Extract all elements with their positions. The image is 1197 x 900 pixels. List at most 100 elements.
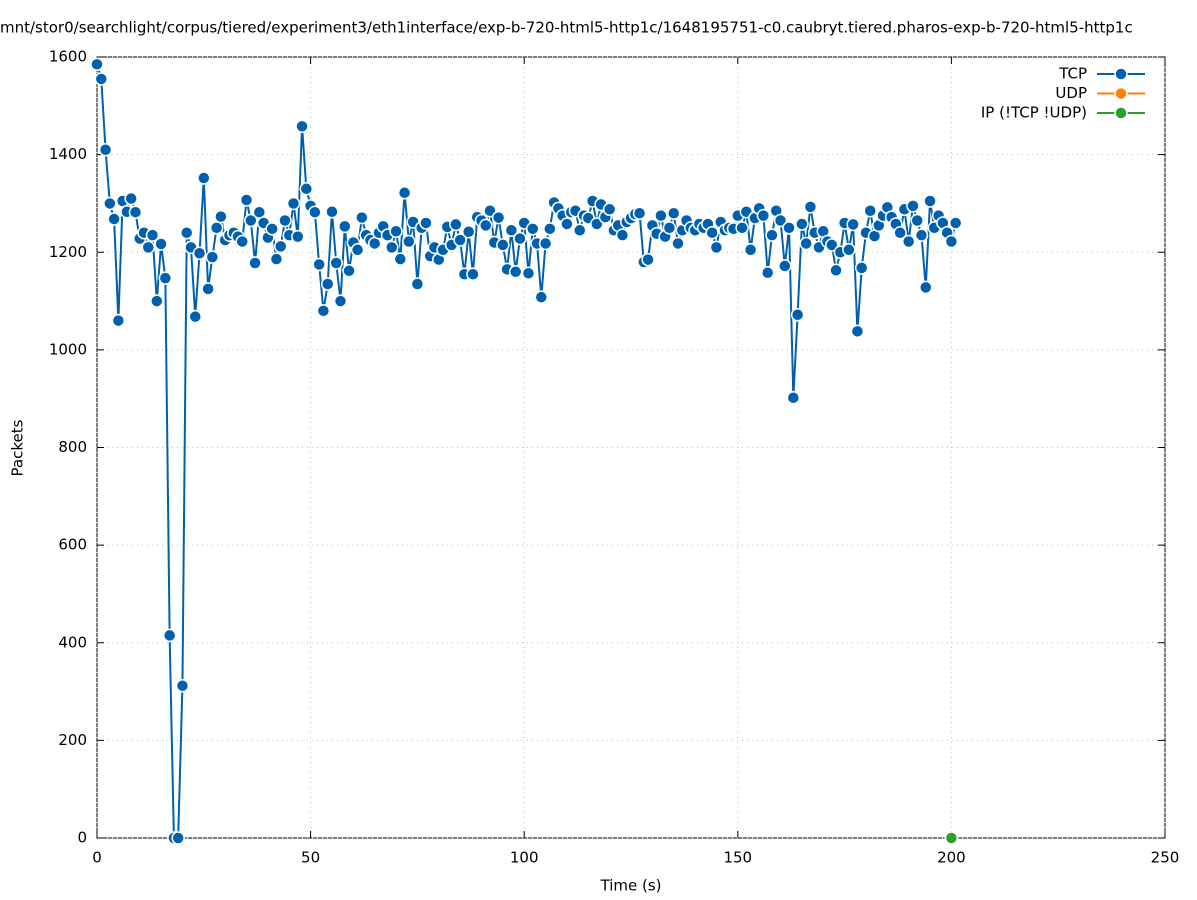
x-tick-label: 50 [301, 849, 320, 867]
data-point [513, 231, 527, 246]
data-point [906, 199, 920, 213]
data-point [765, 228, 779, 242]
data-point [265, 222, 279, 236]
data-point [278, 213, 292, 228]
data-point [154, 237, 168, 251]
data-point [333, 294, 348, 308]
data-point [534, 290, 549, 304]
y-tick-label: 1600 [49, 48, 87, 66]
data-point [666, 206, 681, 220]
data-point [175, 678, 190, 693]
data-point [248, 256, 262, 270]
data-point [453, 233, 467, 247]
data-point [320, 277, 335, 291]
data-point [709, 240, 724, 255]
data-point [863, 204, 877, 218]
data-point [205, 250, 220, 264]
data-point [239, 193, 254, 207]
y-axis-label: Packets [9, 419, 27, 476]
data-point [209, 221, 224, 235]
data-point [197, 171, 211, 185]
data-point [107, 212, 121, 226]
data-point [923, 194, 937, 208]
data-point [782, 221, 796, 235]
data-point [316, 304, 331, 318]
data-point [893, 225, 907, 240]
data-point [496, 238, 510, 252]
data-point [508, 265, 523, 279]
data-point [214, 209, 228, 224]
data-point [389, 224, 403, 239]
data-point [244, 213, 258, 228]
y-tick-label: 200 [58, 731, 87, 749]
data-point [743, 243, 758, 257]
data-point [525, 222, 540, 236]
data-point [854, 261, 869, 275]
data-point [342, 264, 356, 278]
data-point [901, 234, 916, 249]
x-tick-label: 200 [937, 849, 966, 867]
y-tick-label: 1200 [49, 243, 87, 261]
data-point [461, 224, 476, 239]
series-line [96, 64, 957, 839]
data-point [914, 228, 929, 242]
data-point [286, 196, 301, 211]
data-point [479, 218, 493, 233]
data-point [158, 271, 173, 285]
data-point [350, 243, 365, 257]
y-tick-label: 400 [58, 633, 87, 651]
data-point [355, 210, 369, 225]
chart-title: mnt/stor0/searchlight/corpus/tiered/expe… [0, 19, 1133, 37]
data-point [338, 219, 352, 234]
data-point [799, 236, 813, 251]
legend-marker [1114, 67, 1128, 81]
data-point [90, 57, 104, 72]
legend-marker [1114, 86, 1128, 101]
data-point [329, 256, 343, 270]
data-point [786, 390, 801, 405]
legend-label: TCP [1058, 65, 1087, 83]
data-point [842, 243, 856, 257]
data-point [825, 238, 839, 252]
x-tick-label: 0 [92, 849, 102, 867]
data-point [829, 263, 843, 278]
data-point [803, 200, 818, 214]
data-point [735, 221, 749, 235]
data-point [402, 234, 416, 249]
data-point [94, 72, 109, 86]
data-point [910, 213, 924, 228]
data-point [269, 252, 284, 266]
data-point [325, 204, 339, 219]
data-point [393, 252, 408, 266]
data-point [560, 217, 574, 231]
data-point [795, 217, 809, 231]
data-point [572, 223, 587, 238]
data-point [273, 239, 288, 254]
data-point [201, 282, 215, 296]
data-point [312, 257, 326, 272]
data-point [671, 236, 685, 251]
data-point [466, 267, 480, 281]
legend-label: IP (!TCP !UDP) [981, 104, 1087, 122]
data-point [504, 223, 519, 238]
data-point [641, 252, 655, 267]
y-tick-label: 1400 [49, 145, 87, 163]
data-point [773, 213, 788, 228]
data-point [778, 259, 792, 273]
data-point [948, 216, 963, 230]
data-point [150, 294, 164, 308]
data-point [308, 205, 322, 219]
data-point [919, 280, 933, 295]
y-tick-label: 1000 [49, 340, 87, 358]
data-point [188, 309, 203, 324]
data-point [615, 228, 630, 242]
data-point [179, 225, 194, 240]
data-point [295, 119, 309, 134]
x-tick-label: 150 [723, 849, 752, 867]
data-point [397, 185, 412, 200]
data-point [654, 208, 668, 223]
y-tick-label: 0 [77, 829, 87, 847]
data-point [111, 313, 126, 328]
data-point [662, 221, 677, 235]
